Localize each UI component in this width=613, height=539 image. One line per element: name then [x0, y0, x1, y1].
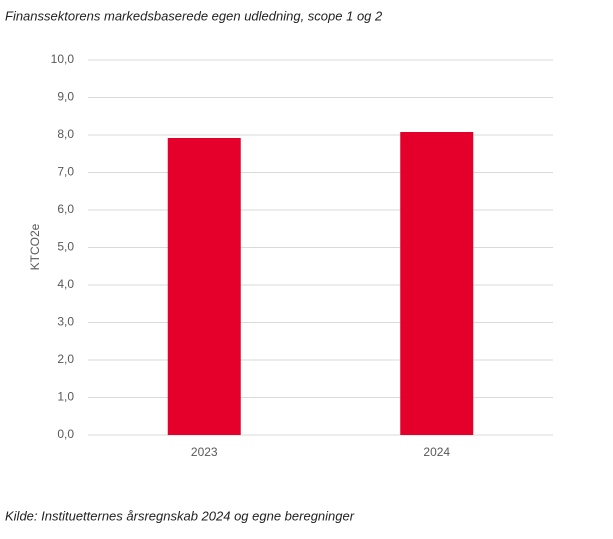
chart-title: Finanssektorens markedsbaserede egen udl…: [5, 8, 383, 23]
y-tick-label: 3,0: [57, 315, 74, 329]
x-tick-label: 2024: [423, 445, 450, 459]
source-note: Kilde: Instituetternes årsregnskab 2024 …: [5, 508, 355, 523]
y-axis-label: KTCO2e: [28, 223, 42, 270]
y-tick-label: 6,0: [57, 202, 74, 216]
y-tick-label: 2,0: [57, 352, 74, 366]
bar: [167, 138, 241, 435]
y-tick-label: 9,0: [57, 90, 74, 104]
bar: [400, 132, 474, 435]
y-tick-label: 0,0: [57, 427, 74, 441]
x-tick-label: 2023: [191, 445, 218, 459]
y-tick-label: 4,0: [57, 277, 74, 291]
y-tick-label: 10,0: [51, 52, 75, 66]
y-tick-label: 7,0: [57, 165, 74, 179]
y-tick-label: 5,0: [57, 240, 74, 254]
y-tick-label: 8,0: [57, 127, 74, 141]
y-tick-label: 1,0: [57, 390, 74, 404]
